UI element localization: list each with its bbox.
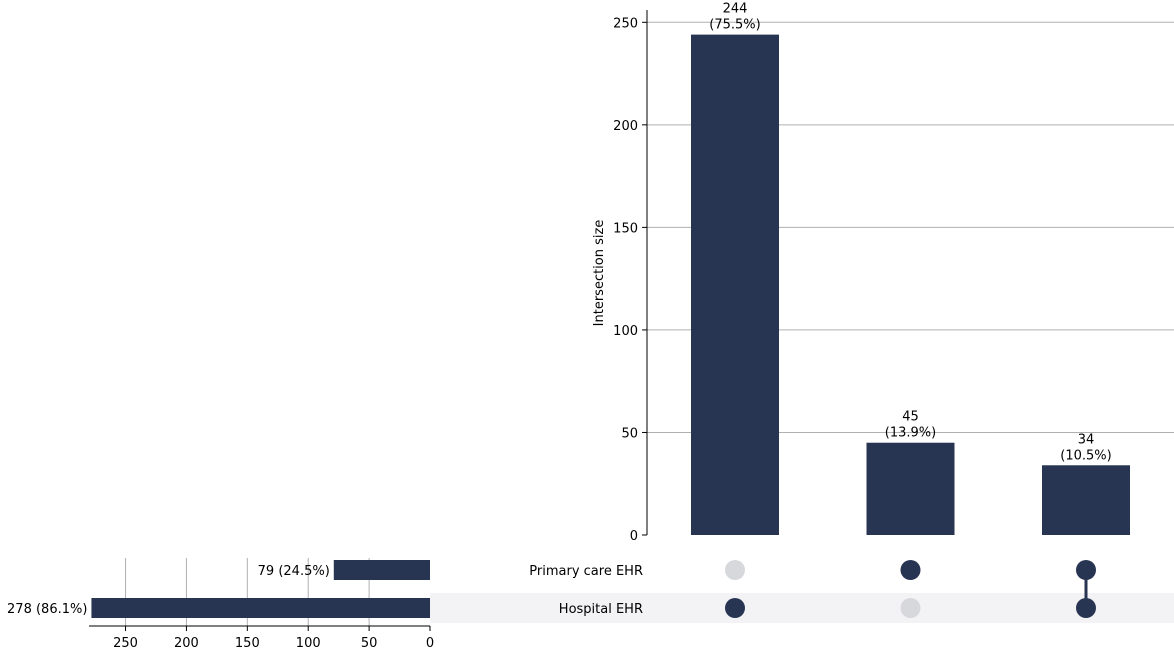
set-size-x-axis: 250 200 150 100 50 0 — [89, 625, 434, 650]
intersection-bar — [691, 34, 779, 535]
set-size-tick-label: 50 — [361, 636, 378, 650]
matrix-row-shade — [430, 593, 1174, 623]
set-name-label: Hospital EHR — [559, 602, 643, 617]
set-size-tick-label: 150 — [235, 636, 260, 650]
set-size-tick-label: 200 — [174, 636, 199, 650]
matrix-dot-inactive — [900, 598, 921, 618]
y-axis-label: Intersection size — [592, 220, 607, 327]
matrix-dot-active — [900, 560, 921, 580]
matrix-row-shades — [430, 593, 1174, 623]
intersection-bar — [1042, 465, 1130, 535]
intersection-percent-label: (13.9%) — [885, 426, 936, 441]
intersection-bars — [691, 34, 1130, 535]
set-size-bar — [333, 560, 430, 580]
matrix-dot-active — [725, 598, 745, 618]
set-size-bars: 79 (24.5%) 278 (86.1%) — [7, 560, 430, 618]
set-size-bar — [91, 598, 430, 618]
y-tick-label: 250 — [613, 16, 638, 31]
set-name-label: Primary care EHR — [529, 564, 643, 579]
matrix-dot-active — [1076, 560, 1096, 580]
set-size-label: 278 (86.1%) — [7, 602, 87, 617]
y-tick-label: 100 — [613, 324, 638, 339]
set-size-tick-label: 0 — [426, 636, 434, 650]
intersection-bar-labels: 244(75.5%) 45(13.9%) 34(10.5%) — [709, 2, 1111, 464]
set-size-tick-label: 100 — [296, 636, 321, 650]
y-tick-label: 150 — [613, 221, 638, 236]
set-names: Primary care EHR Hospital EHR — [529, 564, 643, 617]
intersection-percent-label: (75.5%) — [709, 18, 760, 33]
intersection-count-label: 45 — [902, 410, 919, 425]
intersection-count-label: 244 — [723, 2, 748, 17]
intersection-percent-label: (10.5%) — [1060, 448, 1111, 463]
intersection-bar — [866, 442, 955, 535]
y-tick-label: 0 — [630, 529, 638, 544]
y-tick-label: 200 — [613, 119, 638, 134]
membership-matrix — [725, 560, 1096, 618]
matrix-dot-active — [1076, 598, 1096, 618]
intersection-count-label: 34 — [1078, 432, 1095, 447]
matrix-dot-inactive — [725, 560, 745, 580]
intersection-y-axis: 0 50 100 150 200 250 — [613, 10, 648, 544]
y-tick-label: 50 — [621, 426, 638, 441]
set-size-tick-label: 250 — [113, 636, 138, 650]
set-size-label: 79 (24.5%) — [258, 564, 330, 579]
